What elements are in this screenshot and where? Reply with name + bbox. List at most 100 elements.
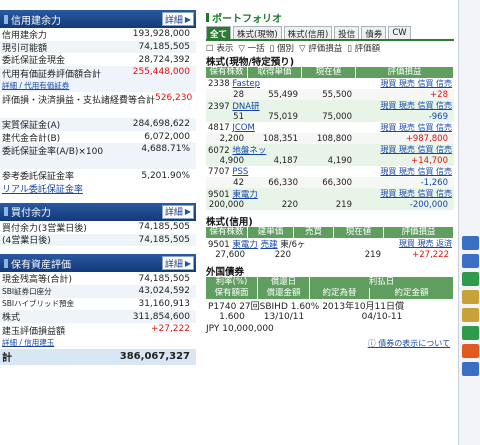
arrow-right-icon: ▶ <box>184 207 191 217</box>
detail-link[interactable]: 詳細 / 代用有価証券 <box>2 81 70 91</box>
stock-price: 219 <box>335 199 352 210</box>
asset-row: SBI証券口座分 43,024,592 <box>0 284 196 298</box>
stock-name-link[interactable]: JCOM <box>232 122 255 133</box>
buying-more-button[interactable]: 詳細 ▶ <box>161 204 194 219</box>
assets-total-row: 計 386,067,327 <box>0 348 196 365</box>
buying-row: (4営業日後) 74,185,505 <box>0 233 196 246</box>
square-icon <box>4 258 8 268</box>
tool-0[interactable]: ☐ 表示 <box>206 43 234 54</box>
column-header: 保有株数 <box>206 227 248 238</box>
asset-row: 現金残高等(合計) 74,185,505 <box>2 273 190 286</box>
trade-links[interactable]: 現買 現売 信買 信売 <box>380 167 452 176</box>
row-label: 委託保証金現金 <box>2 56 66 67</box>
trade-links[interactable]: 現買 現売 信買 信売 <box>380 189 452 198</box>
credit-more-button[interactable]: 詳細 ▶ <box>161 12 194 26</box>
tab-4[interactable]: 債券 <box>361 26 387 40</box>
stock-name-link[interactable]: PSS <box>232 166 249 177</box>
row-label: 建代金合計(B) <box>2 133 61 144</box>
column-header: 現在値 <box>302 67 356 78</box>
credit-row: 参考委託保証金率 5,201.90% <box>0 169 196 183</box>
column-header: 約定為替 <box>310 288 370 299</box>
tab-5[interactable]: CW <box>388 26 411 39</box>
buying-title: 買付余力 <box>11 208 51 220</box>
tab-3[interactable]: 投信 <box>334 26 360 40</box>
credit-row: 信用建余力 193,928,000 <box>0 28 196 41</box>
margin-trade-links[interactable]: 現買 現売 返済 <box>398 239 452 248</box>
bond-face-value: JPY 10,000,000 <box>206 324 274 334</box>
tool-1[interactable]: ▽ 一括 <box>238 43 265 54</box>
stock-code: 2397 <box>208 101 230 112</box>
column-header: 償還金額 <box>258 288 310 299</box>
portfolio-tabs: 全て 株式(現物) 株式(信用) 投信 債券 CW <box>206 26 454 41</box>
asset-row: 建玉評価損益額 詳細 / 信用建玉 +27,222 <box>2 323 190 347</box>
column-header: 償還日 <box>258 277 310 288</box>
row-value: 5,201.90% <box>141 170 190 181</box>
arrow-right-icon: ▶ <box>184 14 191 24</box>
row-value: 526,230 <box>155 93 193 104</box>
portfolio-tools: ☐ 表示 ▽ 一括 ▯ 個別 ▽ 評価損益 ▯ 評価額 <box>206 41 454 54</box>
spot-table-header: 保有株数 取得単価 現在値 評価損益 <box>206 67 454 78</box>
trade-links[interactable]: 現買 現売 信買 信売 <box>380 145 452 154</box>
stock-pl: +14,700 <box>411 155 448 166</box>
row-label: 代用有価証券評価額合計 <box>2 70 102 81</box>
stock-pl: +987,800 <box>405 133 448 144</box>
trade-links[interactable]: 現買 現売 信買 信売 <box>380 101 452 110</box>
total-value: 386,067,327 <box>119 351 190 363</box>
stock-name-link[interactable]: Fastep <box>232 78 261 89</box>
assets-more-button[interactable]: 詳細 ▶ <box>161 256 194 271</box>
row-value: 28,724,392 <box>138 54 190 65</box>
sidebar-button[interactable] <box>462 272 479 286</box>
row-value: 255,448,000 <box>132 67 190 78</box>
stock-row: 6072 地盤ネッ 現買 現売 信買 信売 4,900 4,187 4,190 +14,7… <box>206 144 454 166</box>
asset-row: 株式 311,854,600 <box>0 310 196 323</box>
stock-name-link[interactable]: DNA研 <box>232 101 260 112</box>
real-margin-link[interactable]: リアル委託保証金率 <box>2 184 83 195</box>
margin-section-title: 株式(信用) <box>206 216 253 228</box>
tool-3[interactable]: ▽ 評価損益 <box>299 43 343 54</box>
spot-section-title: 株式(現物/特定預り) <box>206 56 295 68</box>
tab-0[interactable]: 全て <box>206 26 232 40</box>
stock-pl: -1,260 <box>420 177 448 188</box>
trade-links[interactable]: 現買 現売 信買 信売 <box>380 123 452 132</box>
stock-name-link[interactable]: 東電力 <box>232 189 258 200</box>
stock-row: 2338 Fastep 現買 現売 信買 信売 28 55,499 55,500 +28 <box>206 78 454 100</box>
stock-cost: 220 <box>281 199 298 210</box>
sidebar-button[interactable] <box>462 254 479 268</box>
right-sidebar <box>458 0 480 445</box>
row-value: 284,698,622 <box>132 119 190 130</box>
tool-4[interactable]: ▯ 評価額 <box>347 43 381 54</box>
sidebar-button[interactable] <box>462 362 479 376</box>
credit-header: 信用建余力 詳細 ▶ <box>0 10 196 28</box>
credit-row: 建代金合計(B) 6,072,000 <box>0 131 196 144</box>
tab-1[interactable]: 株式(現物) <box>233 26 282 40</box>
credit-row: 委託保証金現金 28,724,392 <box>0 53 196 67</box>
trade-links[interactable]: 現買 現売 信買 信売 <box>380 79 452 88</box>
row-value: 193,928,000 <box>132 29 190 40</box>
portfolio-title: ポートフォリオ <box>206 10 454 25</box>
stock-pl: -200,000 <box>409 199 448 210</box>
sidebar-button[interactable] <box>462 344 479 358</box>
margin-row-top: 9501 東電力 売建 東/6ヶ 現買 現売 返済 <box>206 238 454 250</box>
tool-2[interactable]: ▯ 個別 <box>269 43 295 54</box>
column-header: 現在値 <box>334 227 384 238</box>
stock-name-link[interactable]: 東電力 <box>232 239 258 250</box>
trade-type-link[interactable]: 売建 <box>260 239 278 250</box>
sidebar-button[interactable] <box>462 290 479 304</box>
margin-pl: +27,222 <box>412 249 449 260</box>
column-header: 約定金額 <box>370 288 454 299</box>
row-label: 実質保証金(A) <box>2 120 61 131</box>
sidebar-button[interactable] <box>462 236 479 250</box>
credit-rows: 信用建余力 193,928,000 現引可能額 74,185,505 委託保証金現金 28… <box>0 28 196 182</box>
sidebar-button[interactable] <box>462 308 479 322</box>
bond-name: P1740 27回SBIHD 1.60% 2013年10月11日償 <box>208 301 405 312</box>
detail-link[interactable]: 詳細 / 信用建玉 <box>2 337 55 347</box>
credit-row: 評価損・決済損益・支払諸経費等合計 526,230 <box>0 92 196 118</box>
stock-name-link[interactable]: 地盤ネッ <box>232 145 267 156</box>
assets-title: 保有資産評価 <box>11 259 71 271</box>
sidebar-button[interactable] <box>462 326 479 340</box>
tab-2[interactable]: 株式(信用) <box>283 26 333 40</box>
stock-pl: +28 <box>430 89 448 100</box>
bond-cell: 1.600 <box>219 312 245 322</box>
bond-note-link[interactable]: ⓘ 債券の表示について <box>367 339 450 348</box>
square-icon <box>4 207 8 217</box>
